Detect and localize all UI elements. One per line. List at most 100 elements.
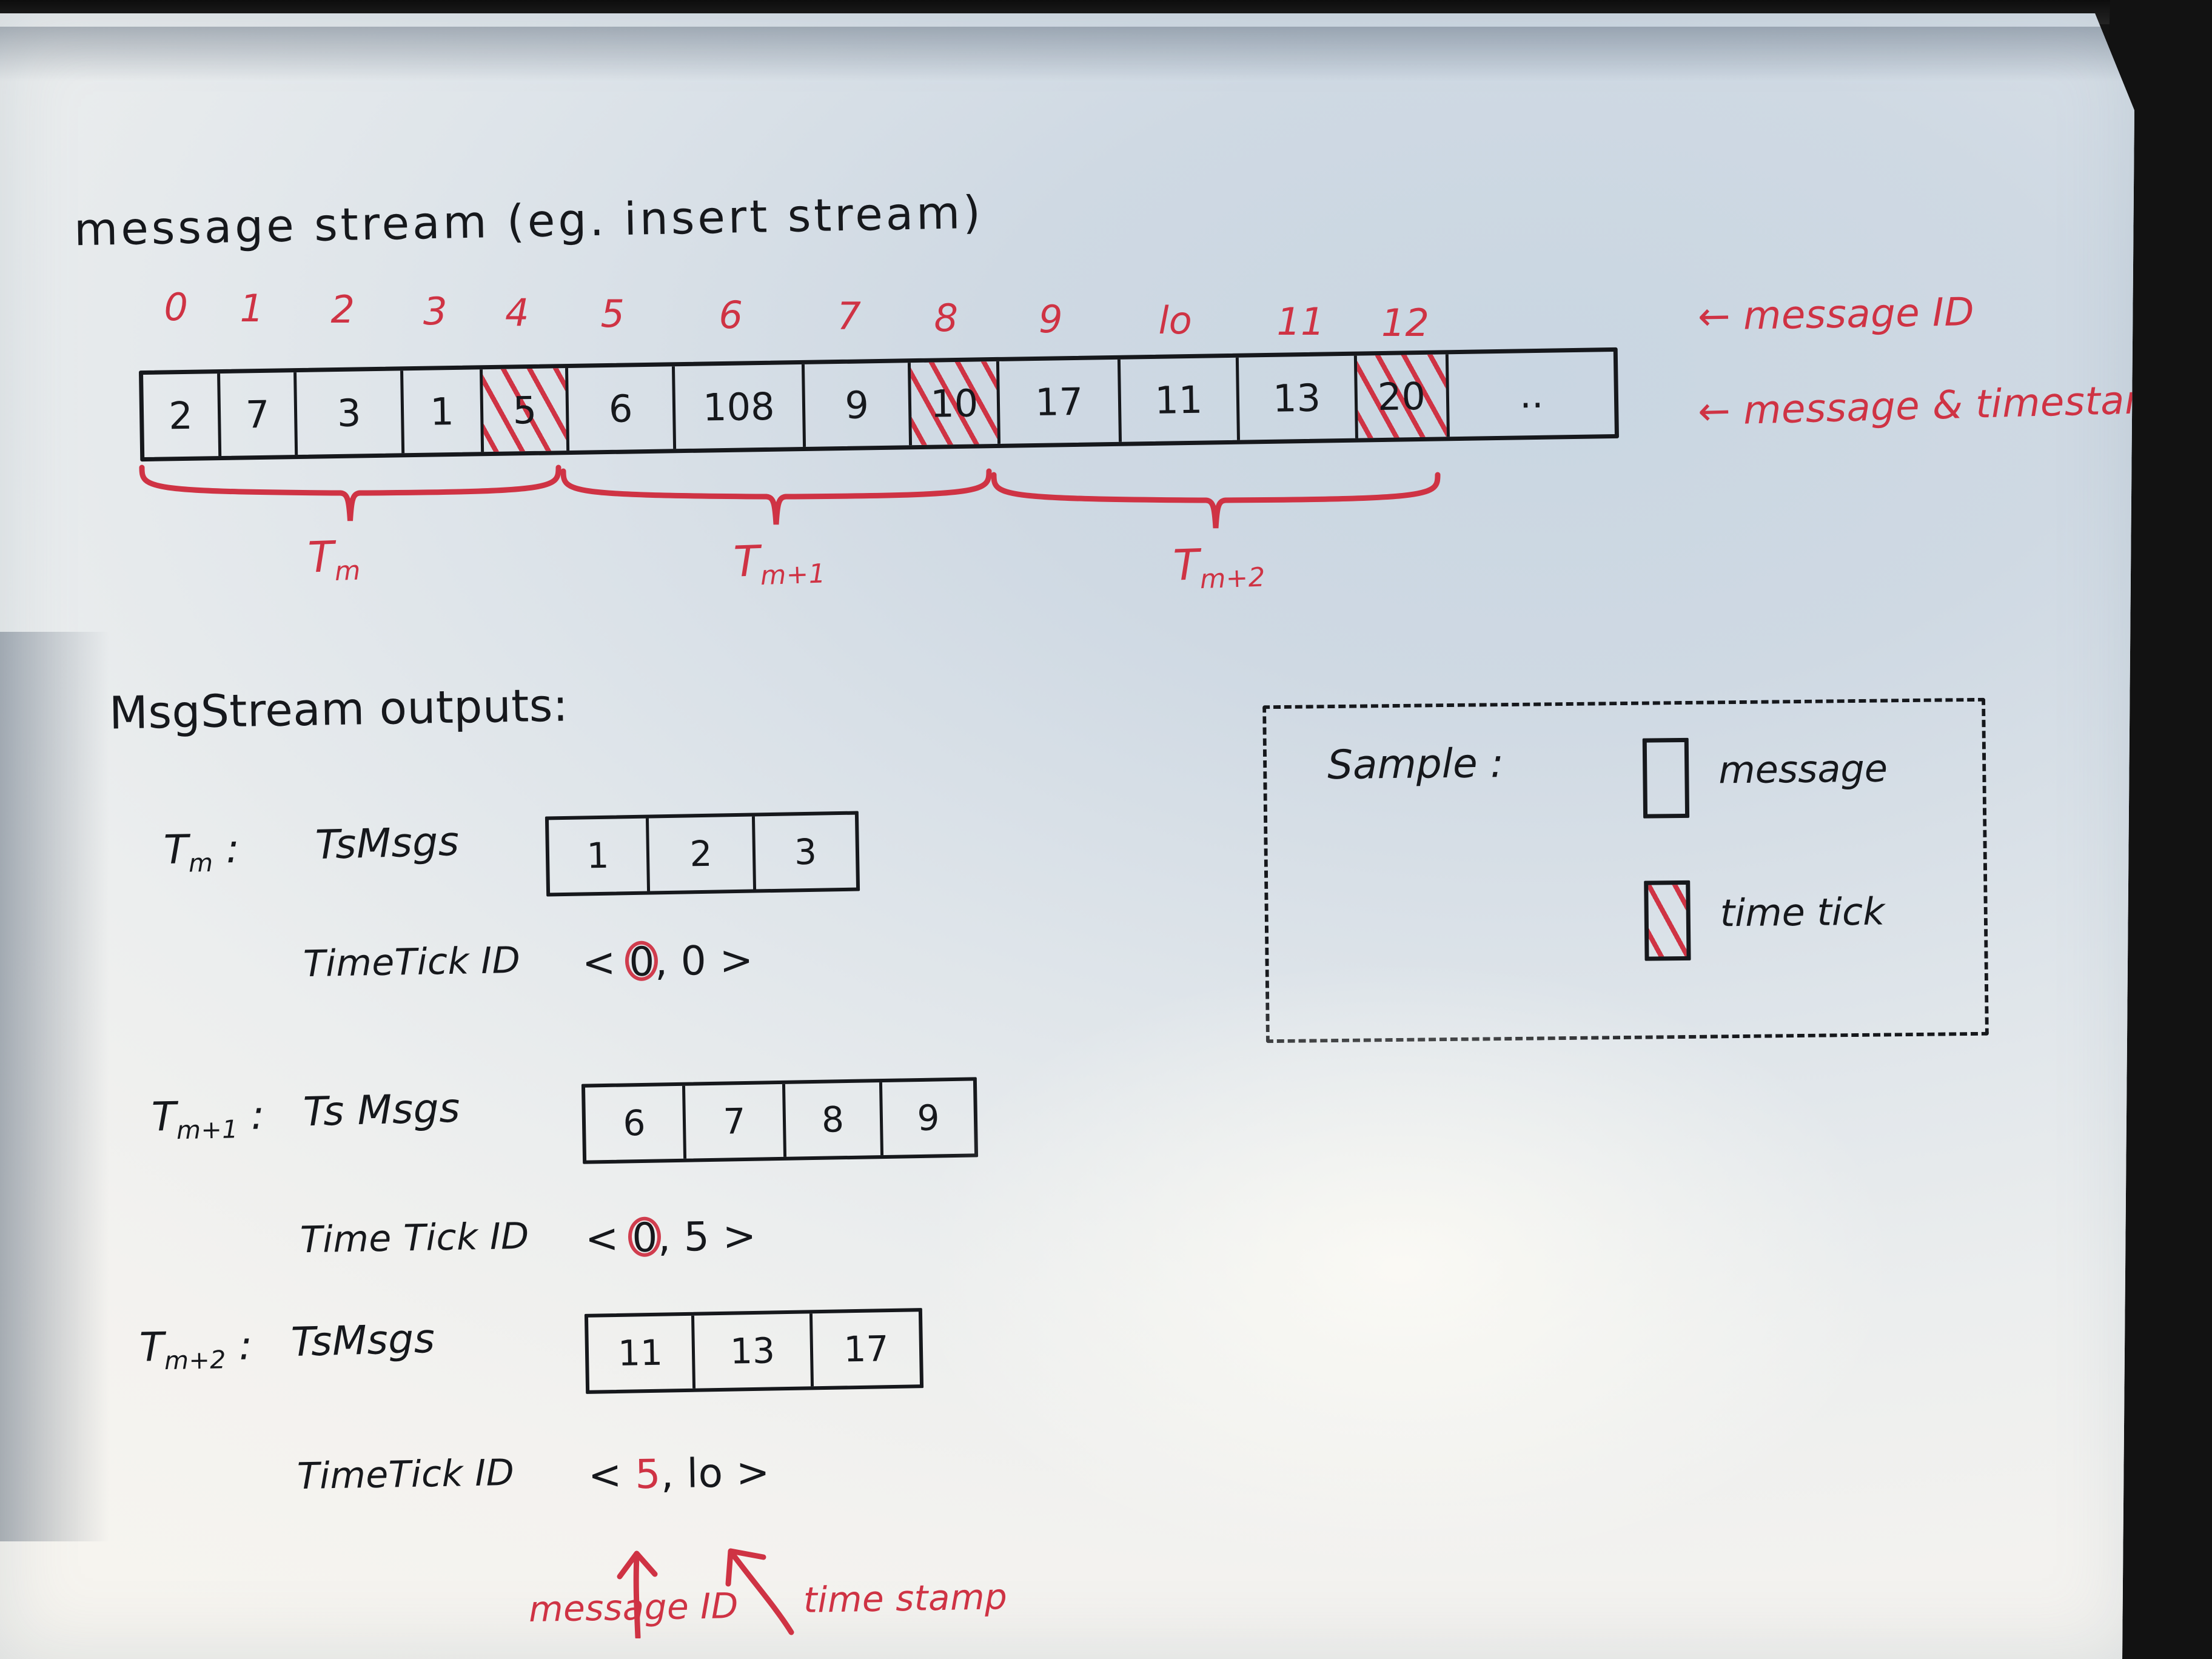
footnote-message-id: message ID <box>528 1584 739 1631</box>
stream-cell-1: 7 <box>220 372 298 457</box>
legend-heading: Sample : <box>1327 740 1504 789</box>
stream-cell-5: 6 <box>568 366 676 451</box>
tt-timestamp: 0 <box>680 937 707 985</box>
outputs-heading: MsgStream outputs: <box>109 679 569 740</box>
tt-open: < <box>588 1451 623 1499</box>
tt-timestamp: 5 <box>683 1213 710 1261</box>
output-msg-cell: 1 <box>548 818 651 893</box>
stream-brace-2 <box>991 472 1441 529</box>
stream-cell-value: 17 <box>1034 379 1084 424</box>
tt-timestamp: lo <box>686 1449 724 1497</box>
stream-cell-value: 10 <box>930 380 979 426</box>
stream-cell-value: 108 <box>702 384 776 430</box>
output-msg-cell: 3 <box>794 831 817 873</box>
paper-shadow-left <box>0 632 109 1541</box>
output-msg-cell: 7 <box>685 1084 787 1159</box>
brace-label-sub: m <box>333 555 361 587</box>
legend-swatch-timetick <box>1644 880 1691 961</box>
annotation-message-and-timestamp: ← message & timestamp <box>1697 377 2188 435</box>
output-msgs-box-2: 11 13 17 <box>584 1308 924 1394</box>
stream-index-4: 4 <box>505 290 529 335</box>
stream-brace-label-2: Tm+2 <box>1172 540 1266 595</box>
stream-cell-value: 11 <box>1154 377 1203 423</box>
arrow-up-message-id-icon <box>612 1547 667 1641</box>
stream-index-3: 3 <box>423 289 447 333</box>
stream-cell-value: 5 <box>512 387 537 432</box>
stream-cell-value: 13 <box>1272 375 1321 421</box>
stream-index-0: 0 <box>164 285 188 329</box>
tt-close: > <box>722 1212 757 1260</box>
tt-open: < <box>581 939 617 987</box>
stream-cell-4: 5 <box>483 368 570 452</box>
stream-cell-3: 1 <box>403 369 484 454</box>
output-msg-cell: 8 <box>785 1082 884 1157</box>
stream-cell-13: .. <box>1448 352 1615 437</box>
tt-comma: , <box>660 1450 674 1498</box>
stream-brace-label-1: Tm+1 <box>732 536 826 592</box>
stream-cells: 2 7 3 1 5 6 108 9 10 17 11 13 20.. <box>138 347 1620 462</box>
stream-cell-7: 9 <box>804 363 913 447</box>
stream-cell-value: .. <box>1519 372 1544 417</box>
annotation-message-id: ← message ID <box>1697 290 1975 340</box>
output-timetick-value-1: < 0, 5 > <box>585 1213 757 1262</box>
stream-index-2: 2 <box>330 287 355 332</box>
output-window-label-1: Tm+1 : <box>151 1091 266 1145</box>
window-sub: m+1 <box>176 1114 239 1145</box>
output-msg-cell: 11 <box>588 1315 696 1390</box>
tt-open: < <box>585 1215 620 1262</box>
page-title: message stream (eg. insert stream) <box>73 186 984 256</box>
output-msg-cell: 9 <box>916 1097 940 1139</box>
legend-label-message: message <box>1718 746 1888 793</box>
stream-cell-value: 2 <box>168 393 193 438</box>
stream-index-8: 8 <box>934 295 958 340</box>
output-msg-cell: 17 <box>843 1328 889 1370</box>
stream-brace-0 <box>139 464 561 521</box>
output-timetick-value-2: < 5, lo > <box>588 1449 770 1498</box>
output-timetick-value-0: < 0, 0 > <box>581 937 754 987</box>
stream-brace-label-0: Tm <box>306 532 361 587</box>
output-window-label-0: Tm : <box>163 825 240 878</box>
output-window-label-2: Tm+2 : <box>139 1322 253 1376</box>
window-sub: m <box>188 848 213 878</box>
tt-message-id: 0 <box>628 938 655 986</box>
stream-cell-12: 20 <box>1356 354 1450 438</box>
output-timetick-label-0: TimeTick ID <box>303 939 521 986</box>
output-msgs-label-2: TsMsgs <box>290 1315 436 1366</box>
stream-index-1: 1 <box>240 286 264 331</box>
tt-message-id: 0 <box>631 1214 659 1262</box>
stream-index-11: 11 <box>1276 300 1325 344</box>
output-msg-cell: 2 <box>648 816 757 891</box>
stream-cell-6: 108 <box>674 364 806 449</box>
stream-cell-value: 3 <box>337 390 361 435</box>
stream-index-9: 9 <box>1039 297 1063 341</box>
legend-swatch-message <box>1642 737 1690 819</box>
stream-cell-0: 2 <box>143 374 221 458</box>
brace-label-sub: m+2 <box>1199 562 1266 595</box>
legend-label-timetick: time tick <box>1720 889 1885 936</box>
footnote-time-stamp: time stamp <box>803 1576 1008 1621</box>
output-msgs-label-1: Ts Msgs <box>303 1084 461 1136</box>
stream-cell-9: 17 <box>999 359 1122 444</box>
stream-cell-10: 11 <box>1120 357 1240 442</box>
stream-index-12: 12 <box>1381 301 1429 346</box>
window-sub: m+2 <box>164 1345 227 1376</box>
message-stream-strip: 2 7 3 1 5 6 108 9 10 17 11 13 20.. <box>138 347 1620 462</box>
legend-box: Sample : message time tick <box>1262 697 1989 1044</box>
stream-cell-value: 1 <box>429 389 455 434</box>
stream-index-7: 7 <box>837 294 861 339</box>
stream-cell-value: 6 <box>608 386 633 431</box>
arrow-up-timestamp-icon <box>719 1541 803 1641</box>
output-timetick-label-1: Time Tick ID <box>300 1215 530 1262</box>
stream-cell-value: 20 <box>1377 374 1426 419</box>
stream-index-10: lo <box>1158 298 1192 343</box>
stream-cell-11: 13 <box>1238 355 1358 440</box>
paper-shadow-top <box>0 27 2122 81</box>
tt-message-id: 5 <box>634 1450 662 1498</box>
tt-close: > <box>719 936 754 984</box>
output-msg-cell: 6 <box>585 1085 687 1161</box>
output-msg-cell: 13 <box>694 1313 814 1389</box>
